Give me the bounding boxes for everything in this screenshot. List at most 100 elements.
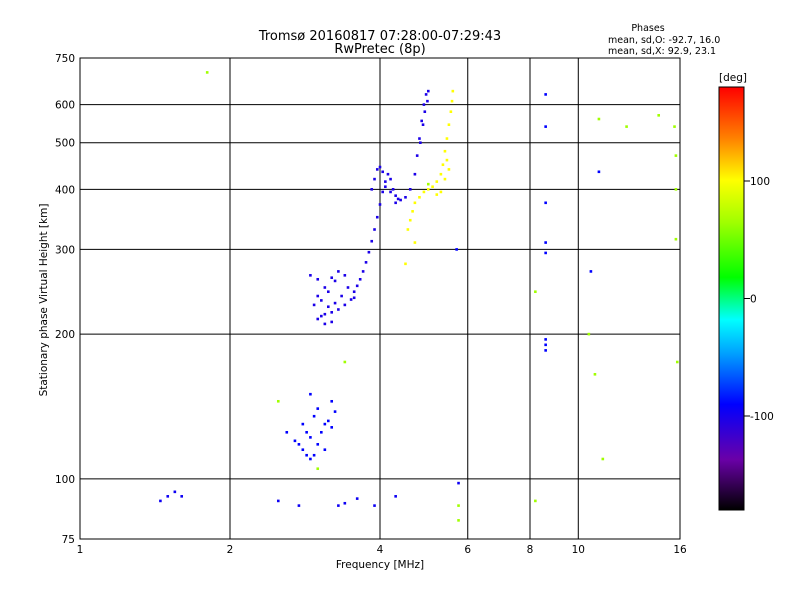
data-point [370, 188, 374, 191]
data-point [394, 495, 397, 498]
data-point [457, 504, 460, 507]
data-point [544, 125, 547, 128]
data-point [544, 201, 547, 205]
phases-heading: Phases [631, 23, 664, 34]
data-point [544, 93, 547, 96]
data-point [457, 519, 460, 522]
chart-subtitle: RwPretec (8p) [334, 42, 425, 57]
data-point [421, 123, 425, 126]
data-point [323, 312, 327, 316]
data-point [625, 125, 628, 128]
data-point [435, 180, 439, 183]
phases-o-mode: mean, sd,O: -92.7, 16.0 [608, 35, 720, 46]
data-point [597, 170, 601, 174]
data-point [415, 154, 419, 157]
data-point [343, 501, 347, 505]
data-point [399, 198, 402, 202]
data-point [352, 296, 356, 300]
data-point [370, 239, 374, 243]
colorbar-tick-label: 100 [750, 176, 770, 188]
data-point [316, 278, 320, 281]
data-point [389, 177, 392, 181]
data-point [419, 141, 422, 144]
data-point [534, 290, 537, 294]
data-point [426, 188, 430, 191]
data-point [312, 453, 316, 457]
data-point [593, 372, 597, 376]
data-point [396, 197, 400, 201]
data-point [330, 426, 334, 429]
data-point [384, 185, 387, 189]
y-axis-label: Stationary phase Virtual Height [km] [38, 204, 50, 397]
data-point [589, 270, 593, 273]
data-point [587, 332, 591, 336]
data-point [343, 274, 347, 277]
data-point [418, 195, 421, 199]
data-point [180, 495, 184, 498]
data-point [422, 103, 426, 106]
data-point [389, 190, 392, 194]
x-tick-label: 10 [572, 544, 585, 556]
data-point [544, 251, 547, 255]
data-point [657, 114, 660, 117]
data-point [439, 190, 443, 194]
data-point [343, 303, 347, 307]
data-point [327, 290, 330, 294]
data-point [367, 250, 371, 254]
data-point [205, 71, 209, 74]
y-tick-label: 600 [55, 100, 75, 112]
data-point [320, 314, 323, 318]
data-point [330, 276, 334, 280]
colorbar-tick-label: -100 [750, 411, 774, 423]
data-point [355, 497, 359, 500]
data-point [451, 89, 455, 93]
data-point [422, 190, 426, 194]
data-point [674, 154, 678, 157]
x-tick-label: 1 [77, 544, 84, 556]
data-point [413, 172, 417, 176]
phases-x-mode: mean, sd,X: 92.9, 23.1 [608, 46, 716, 57]
data-point [426, 89, 430, 93]
data-point [544, 343, 547, 347]
data-point [364, 261, 368, 264]
data-point [323, 448, 327, 452]
data-point [394, 201, 397, 205]
data-point [159, 499, 162, 503]
data-point [323, 286, 327, 289]
data-point [381, 170, 384, 174]
data-point [418, 137, 421, 140]
x-tick-labels: 1 2 4 6 8 10 16 [77, 544, 687, 556]
data-point [435, 193, 439, 196]
data-point [404, 195, 407, 199]
colorbar-tick-label: 0 [750, 294, 757, 306]
data-point [408, 188, 412, 191]
data-point [601, 457, 605, 461]
x-tick-label: 6 [464, 544, 471, 556]
y-tick-label: 500 [55, 138, 75, 150]
data-point [337, 308, 340, 311]
data-point [544, 338, 547, 341]
data-point [309, 274, 312, 277]
data-point [316, 467, 320, 471]
data-point [420, 119, 423, 123]
data-point [327, 305, 330, 309]
data-point [323, 422, 327, 426]
data-point [297, 504, 301, 507]
data-point [330, 320, 334, 324]
data-point [358, 278, 362, 281]
data-point [312, 414, 316, 418]
data-point [305, 430, 308, 434]
data-point [309, 392, 312, 396]
data-point [343, 360, 347, 364]
data-point [330, 399, 334, 403]
data-point [534, 499, 537, 503]
data-point [413, 201, 417, 205]
data-point [361, 270, 365, 273]
data-point [386, 172, 390, 176]
data-point [378, 203, 382, 206]
data-point [309, 457, 312, 461]
data-point [384, 180, 387, 183]
data-point [413, 241, 417, 244]
data-point [443, 149, 447, 153]
